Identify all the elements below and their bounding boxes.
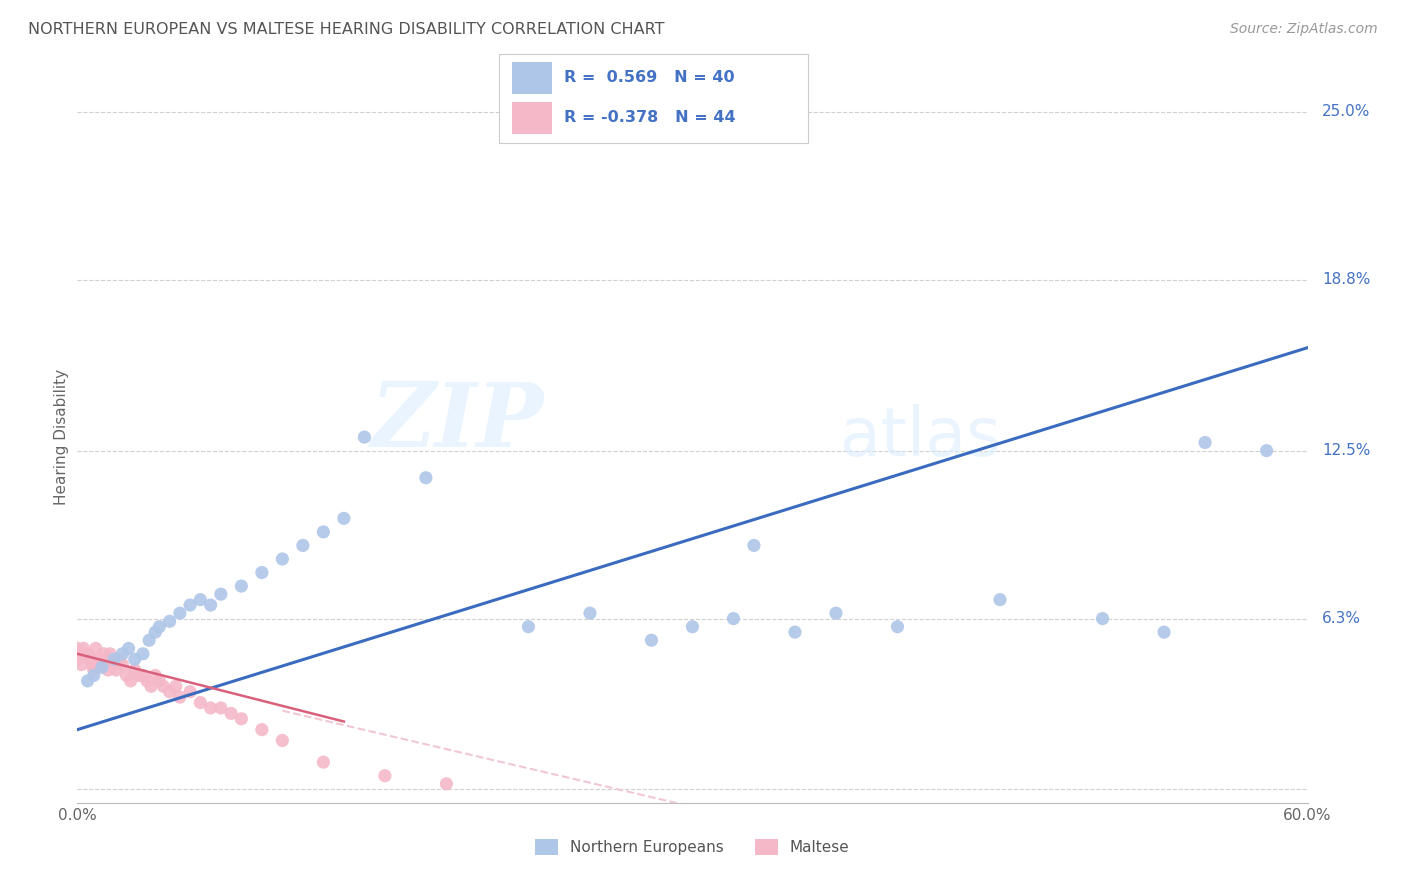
Point (143, 668, 166, 682)
Point (132, 668, 155, 682)
Text: NORTHERN EUROPEAN VS MALTESE HEARING DISABILITY CORRELATION CHART: NORTHERN EUROPEAN VS MALTESE HEARING DIS… (28, 22, 665, 37)
Point (200, 598, 222, 612)
Point (83, 663, 105, 677)
Point (1256, 443, 1278, 458)
Point (90, 657, 114, 672)
Legend: Northern Europeans, Maltese: Northern Europeans, Maltese (529, 833, 856, 861)
Point (312, 755, 335, 769)
Point (148, 673, 170, 688)
Point (250, 723, 273, 737)
Text: 18.8%: 18.8% (1323, 272, 1371, 287)
Point (231, 712, 253, 726)
Point (159, 615, 181, 629)
Point (103, 652, 125, 666)
Point (783, 625, 806, 640)
Point (250, 566, 273, 580)
Point (84, 641, 107, 656)
Point (169, 690, 191, 705)
Text: Source: ZipAtlas.com: Source: ZipAtlas.com (1230, 22, 1378, 37)
Point (200, 701, 222, 715)
Point (93, 647, 115, 661)
Point (742, 538, 765, 552)
Text: R =  0.569   N = 40: R = 0.569 N = 40 (564, 70, 735, 85)
Point (231, 579, 253, 593)
Y-axis label: Hearing Disability: Hearing Disability (53, 369, 69, 505)
Point (148, 620, 170, 634)
Point (165, 679, 187, 693)
Point (517, 620, 540, 634)
Point (353, 430, 375, 444)
Point (152, 679, 174, 693)
Point (115, 668, 138, 682)
Point (825, 606, 848, 620)
Point (209, 587, 232, 601)
Point (136, 673, 159, 688)
Text: 6.3%: 6.3% (1323, 611, 1361, 626)
Point (436, 777, 458, 791)
Point (988, 592, 1011, 607)
Point (103, 657, 125, 672)
Point (271, 552, 294, 566)
Text: atlas: atlas (841, 404, 1001, 470)
Point (70, 657, 93, 672)
Point (128, 668, 150, 682)
Point (138, 633, 160, 648)
Point (723, 611, 745, 625)
Text: ZIP: ZIP (371, 379, 546, 466)
Point (111, 647, 134, 661)
Point (374, 769, 396, 783)
Point (120, 673, 142, 688)
Text: R = -0.378   N = 44: R = -0.378 N = 44 (564, 111, 735, 125)
Point (579, 606, 602, 620)
Point (141, 679, 163, 693)
Point (1091, 611, 1114, 625)
Point (76, 647, 98, 661)
Point (415, 471, 437, 485)
Point (107, 652, 129, 666)
Point (111, 657, 134, 672)
Point (124, 663, 146, 677)
Point (682, 620, 704, 634)
Point (209, 701, 232, 715)
Point (124, 652, 146, 666)
Point (67, 647, 90, 661)
Point (1153, 625, 1175, 640)
Point (1194, 435, 1216, 450)
Point (76, 673, 98, 688)
Point (312, 524, 335, 539)
Point (132, 647, 155, 661)
Point (105, 663, 128, 677)
Text: 12.5%: 12.5% (1323, 443, 1371, 458)
Point (80, 657, 103, 672)
Point (188, 592, 212, 607)
Point (72, 641, 94, 656)
Point (179, 684, 201, 698)
Point (886, 620, 908, 634)
Point (79, 652, 101, 666)
Point (333, 511, 356, 525)
Point (117, 641, 139, 656)
Point (188, 696, 212, 710)
Point (169, 606, 191, 620)
Text: 25.0%: 25.0% (1323, 104, 1371, 120)
Point (98, 647, 121, 661)
Point (66, 641, 89, 656)
FancyBboxPatch shape (512, 62, 551, 94)
Point (94, 652, 117, 666)
Point (90, 660, 114, 674)
Point (640, 633, 662, 648)
Point (87, 652, 110, 666)
Point (219, 706, 242, 721)
Point (83, 668, 105, 682)
Point (97, 663, 120, 677)
Point (179, 598, 201, 612)
Point (66, 652, 89, 666)
Point (271, 733, 294, 747)
Point (159, 684, 181, 698)
Point (143, 625, 166, 640)
Point (291, 538, 314, 552)
FancyBboxPatch shape (512, 102, 551, 134)
